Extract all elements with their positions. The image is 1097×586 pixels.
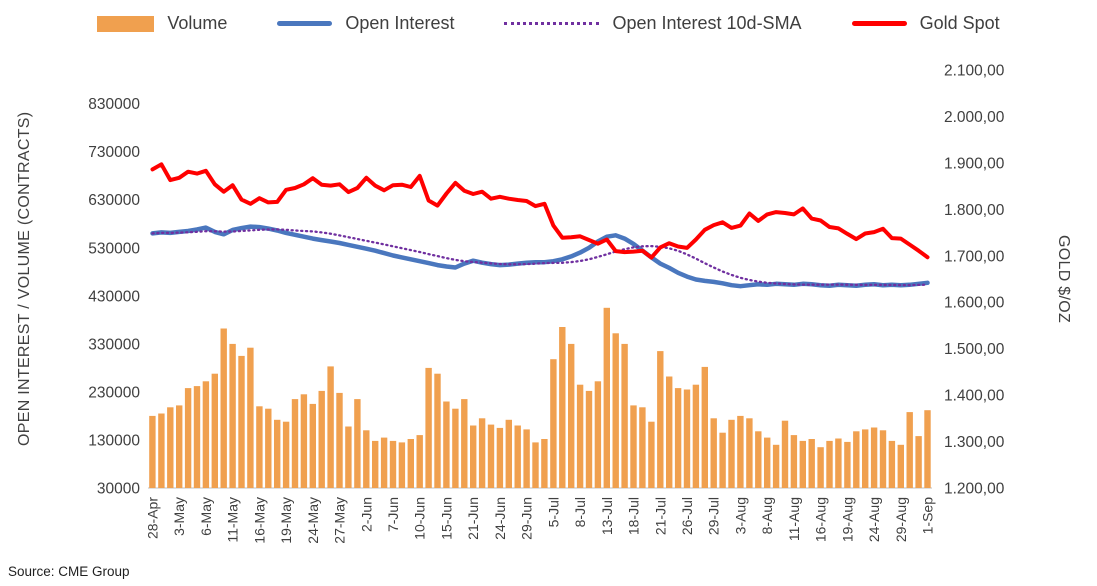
svg-text:24-May: 24-May: [305, 497, 321, 544]
svg-text:29-Jul: 29-Jul: [706, 497, 722, 535]
svg-text:530000: 530000: [88, 240, 140, 257]
svg-text:1.400,00: 1.400,00: [944, 388, 1005, 405]
svg-text:630000: 630000: [88, 192, 140, 209]
svg-text:130000: 130000: [88, 433, 140, 450]
left-axis-tick-labels: 30000 130000 230000 330000 430000 530000 63000…: [88, 96, 140, 497]
svg-text:21-Jul: 21-Jul: [652, 497, 668, 535]
svg-text:21-Jun: 21-Jun: [465, 497, 481, 540]
svg-text:19-May: 19-May: [278, 497, 294, 544]
svg-text:1.600,00: 1.600,00: [944, 295, 1005, 312]
legend-label-volume: Volume: [167, 13, 228, 33]
svg-text:5-Jul: 5-Jul: [545, 497, 561, 527]
svg-text:18-Jul: 18-Jul: [626, 497, 642, 535]
svg-text:11-May: 11-May: [225, 497, 241, 543]
gold-spot-swatch-icon: [851, 21, 907, 26]
legend-item-open-interest-sma: Open Interest 10d-SMA: [504, 13, 802, 34]
svg-text:1.300,00: 1.300,00: [944, 434, 1005, 451]
svg-text:24-Jun: 24-Jun: [492, 497, 508, 540]
svg-text:3-Aug: 3-Aug: [733, 497, 749, 534]
source-note: Source: CME Group: [8, 564, 130, 579]
svg-text:8-Aug: 8-Aug: [759, 497, 775, 534]
svg-text:29-Jun: 29-Jun: [519, 497, 535, 540]
svg-text:16-May: 16-May: [251, 497, 267, 544]
svg-text:2-Jun: 2-Jun: [358, 497, 374, 532]
legend-label-open-interest: Open Interest: [345, 13, 455, 33]
svg-text:1.500,00: 1.500,00: [944, 341, 1005, 358]
svg-text:1.800,00: 1.800,00: [944, 202, 1005, 219]
svg-text:10-Jun: 10-Jun: [412, 497, 428, 540]
gold-spot-line: [150, 162, 930, 260]
right-axis-title: GOLD $/OZ: [1055, 234, 1072, 324]
svg-text:24-Aug: 24-Aug: [866, 497, 882, 542]
svg-text:1.200,00: 1.200,00: [944, 481, 1005, 498]
x-axis-labels: 28-Apr 3-May 6-May 11-May 16-May 19-May 24-May…: [145, 497, 936, 544]
open-interest-sma-swatch-icon: [504, 22, 600, 25]
svg-text:3-May: 3-May: [171, 497, 187, 536]
legend-label-gold-spot: Gold Spot: [919, 13, 1000, 33]
legend-item-gold-spot: Gold Spot: [851, 13, 1000, 34]
svg-text:15-Jun: 15-Jun: [439, 497, 455, 540]
svg-text:19-Aug: 19-Aug: [839, 497, 855, 542]
svg-text:1.700,00: 1.700,00: [944, 248, 1005, 265]
open-interest-line: [150, 224, 930, 289]
svg-text:830000: 830000: [88, 96, 140, 113]
svg-text:730000: 730000: [88, 144, 140, 161]
svg-text:230000: 230000: [88, 384, 140, 401]
right-axis-tick-labels: 1.200,00 1.300,00 1.400,00 1.500,00 1.600,00…: [944, 63, 1005, 498]
legend-item-volume: Volume: [97, 13, 227, 34]
legend-item-open-interest: Open Interest: [277, 13, 454, 34]
svg-text:2.000,00: 2.000,00: [944, 109, 1005, 126]
svg-text:330000: 330000: [88, 336, 140, 353]
open-interest-sma-line: [151, 228, 929, 287]
svg-text:27-May: 27-May: [332, 497, 348, 544]
svg-text:13-Jul: 13-Jul: [599, 497, 615, 535]
svg-text:2.100,00: 2.100,00: [944, 63, 1005, 80]
open-interest-swatch-icon: [277, 21, 333, 26]
svg-text:7-Jun: 7-Jun: [385, 497, 401, 532]
svg-text:30000: 30000: [97, 481, 140, 498]
svg-text:1-Sep: 1-Sep: [920, 497, 936, 535]
svg-text:8-Jul: 8-Jul: [572, 497, 588, 527]
svg-text:26-Jul: 26-Jul: [679, 497, 695, 535]
svg-text:6-May: 6-May: [198, 497, 214, 536]
chart-legend: Volume Open Interest Open Interest 10d-S…: [0, 13, 1097, 34]
volume-bars: [149, 307, 931, 488]
volume-swatch-icon: [97, 15, 155, 32]
svg-text:430000: 430000: [88, 288, 140, 305]
svg-text:16-Aug: 16-Aug: [813, 497, 829, 542]
svg-text:29-Aug: 29-Aug: [893, 497, 909, 542]
svg-text:1.900,00: 1.900,00: [944, 155, 1005, 172]
svg-text:11-Aug: 11-Aug: [786, 497, 802, 541]
svg-text:28-Apr: 28-Apr: [145, 497, 161, 539]
legend-label-open-interest-sma: Open Interest 10d-SMA: [612, 13, 802, 33]
